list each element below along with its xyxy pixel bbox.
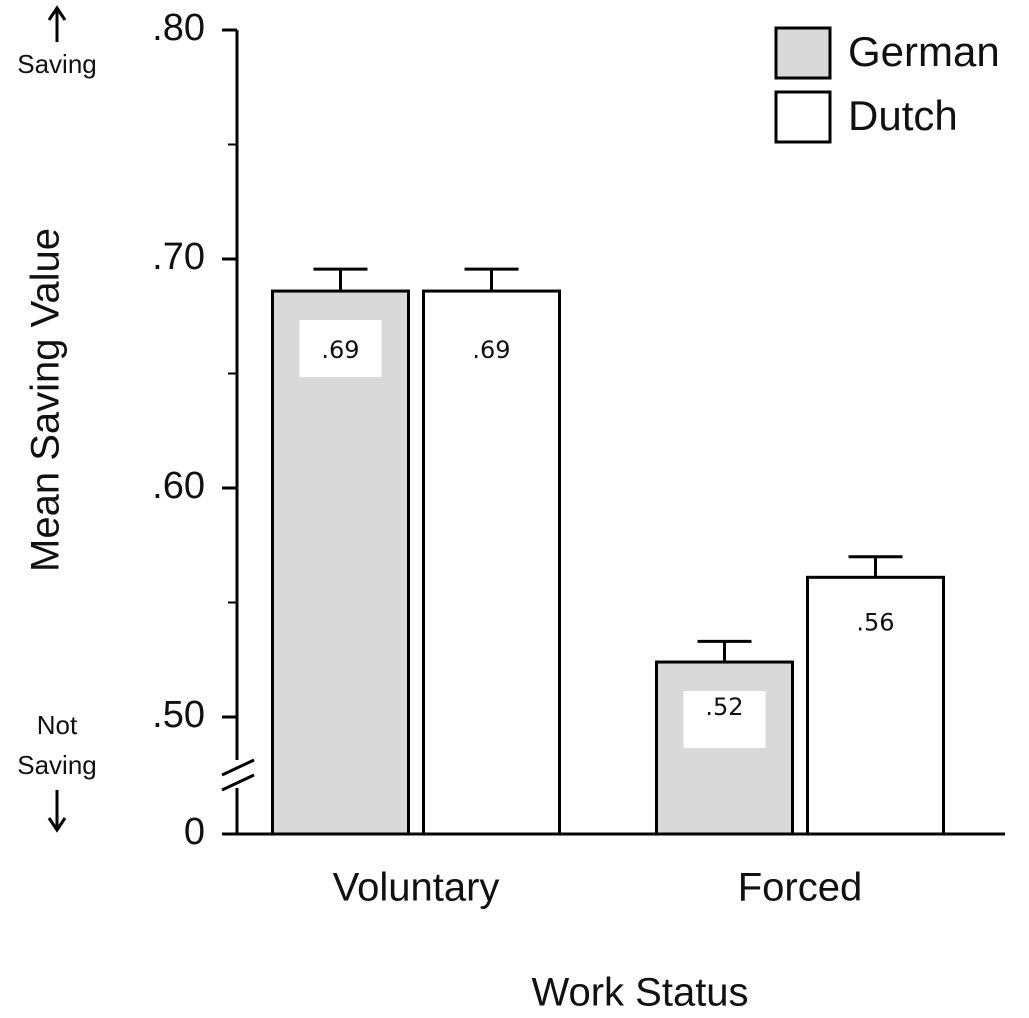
legend-swatch bbox=[774, 26, 832, 80]
y-tick-label: 0 bbox=[184, 811, 205, 853]
y-tick-label: .60 bbox=[152, 465, 205, 507]
annotation: Saving bbox=[17, 750, 97, 780]
x-tick-label: Forced bbox=[738, 866, 863, 910]
label-box bbox=[299, 320, 382, 378]
legend-label: Dutch bbox=[848, 92, 958, 139]
bar bbox=[806, 575, 945, 836]
axis-break bbox=[221, 773, 255, 792]
y-tick-label: .50 bbox=[152, 694, 205, 736]
annotation: Saving bbox=[17, 49, 97, 79]
label-box bbox=[683, 691, 766, 749]
value-label: .56 bbox=[856, 608, 894, 636]
annotation: Not bbox=[37, 710, 78, 740]
axis-break bbox=[221, 758, 255, 777]
arrow-up bbox=[47, 5, 67, 42]
value-label: .69 bbox=[321, 336, 359, 364]
value-label: .52 bbox=[705, 693, 743, 721]
arrow-down bbox=[47, 790, 67, 833]
value-label: .69 bbox=[472, 336, 510, 364]
legend-swatch bbox=[774, 90, 832, 144]
x-tick-label: Voluntary bbox=[333, 866, 500, 910]
x-axis-title: Work Status bbox=[531, 971, 748, 1015]
y-axis-title: Mean Saving Value bbox=[24, 228, 68, 572]
bar bbox=[422, 289, 561, 836]
bar bbox=[655, 660, 794, 836]
bar bbox=[271, 289, 410, 836]
y-tick-label: .70 bbox=[152, 236, 205, 278]
legend-label: German bbox=[848, 28, 1000, 75]
y-tick-label: .80 bbox=[152, 7, 205, 49]
